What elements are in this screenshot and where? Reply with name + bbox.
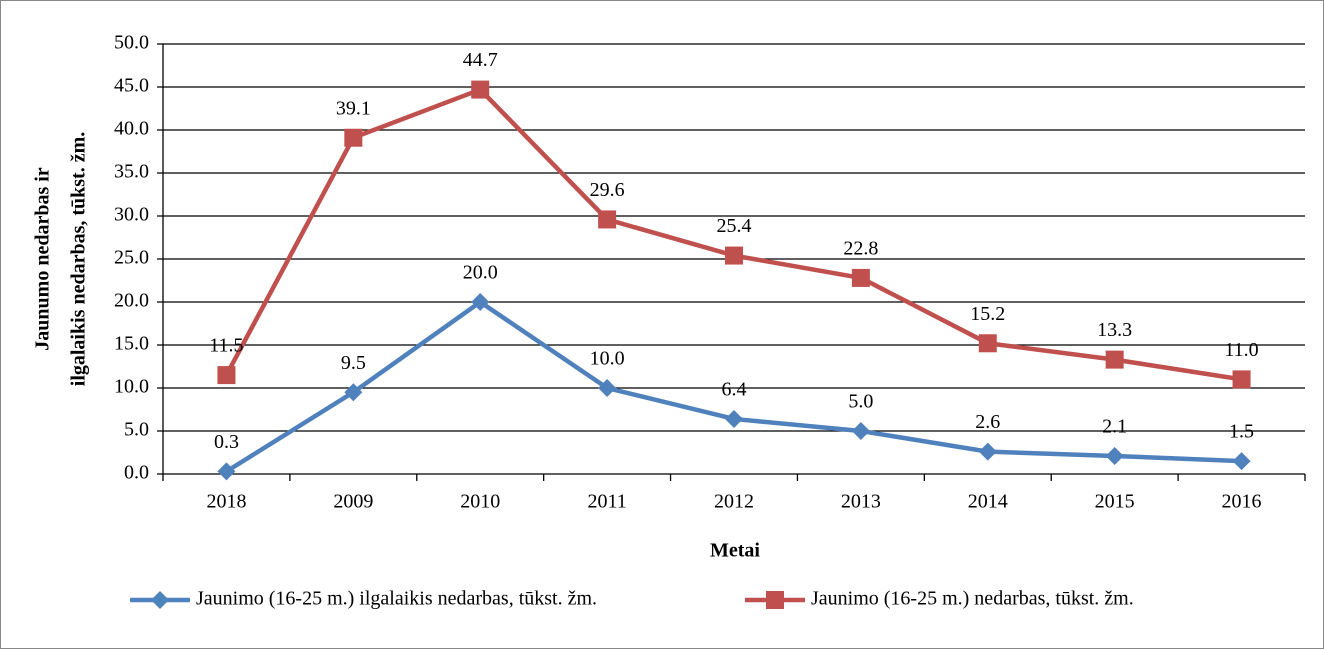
data-label: 11.0 bbox=[1224, 339, 1258, 361]
x-axis-label: Metai bbox=[710, 540, 760, 562]
x-tick-label: 2010 bbox=[460, 491, 500, 513]
marker bbox=[1232, 452, 1251, 471]
marker bbox=[344, 383, 363, 402]
data-label: 25.4 bbox=[717, 215, 752, 237]
data-label: 6.4 bbox=[722, 379, 747, 401]
marker bbox=[851, 268, 870, 287]
data-label: 39.1 bbox=[336, 97, 371, 119]
marker bbox=[217, 462, 236, 481]
y-tick-label: 10.0 bbox=[114, 376, 149, 398]
x-tick-label: 2018 bbox=[206, 491, 246, 513]
marker bbox=[725, 246, 743, 265]
marker bbox=[851, 422, 870, 440]
y-tick-label: 20.0 bbox=[114, 290, 149, 312]
data-label: 2.1 bbox=[1102, 416, 1127, 438]
data-label: 2.6 bbox=[975, 411, 1000, 433]
data-label: 10.0 bbox=[590, 348, 625, 370]
data-label: 13.3 bbox=[1097, 319, 1132, 341]
y-tick-label: 5.0 bbox=[124, 419, 149, 441]
marker bbox=[978, 334, 997, 353]
data-label: 0.3 bbox=[214, 431, 239, 453]
x-tick-label: 2015 bbox=[1095, 491, 1135, 513]
data-label: 5.0 bbox=[848, 391, 873, 413]
marker bbox=[344, 128, 363, 147]
x-tick-label: 2016 bbox=[1222, 491, 1262, 513]
data-label: 29.6 bbox=[590, 179, 625, 201]
x-tick-label: 2011 bbox=[587, 491, 626, 513]
y-axis-label: ilgalaikis nedarbas, tūkst. žm. bbox=[68, 132, 90, 386]
marker bbox=[151, 591, 169, 609]
marker bbox=[598, 210, 617, 229]
x-tick-label: 2009 bbox=[333, 491, 373, 513]
y-tick-label: 45.0 bbox=[114, 75, 149, 97]
data-label: 22.8 bbox=[843, 238, 878, 260]
marker bbox=[1232, 370, 1251, 389]
marker bbox=[1105, 446, 1124, 465]
marker bbox=[725, 409, 743, 428]
y-axis-label: Jaunumo nedarbas ir bbox=[32, 167, 54, 350]
x-tick-label: 2014 bbox=[968, 491, 1008, 513]
x-tick-label: 2013 bbox=[841, 491, 881, 513]
marker bbox=[598, 379, 617, 397]
y-tick-label: 40.0 bbox=[114, 118, 149, 140]
data-label: 11.5 bbox=[209, 335, 243, 357]
data-label: 20.0 bbox=[463, 262, 498, 284]
marker bbox=[1105, 350, 1124, 369]
y-tick-label: 0.0 bbox=[124, 462, 149, 484]
marker bbox=[766, 591, 784, 609]
y-tick-label: 35.0 bbox=[114, 161, 149, 183]
y-tick-label: 15.0 bbox=[114, 333, 149, 355]
y-tick-label: 30.0 bbox=[114, 204, 149, 226]
data-label: 1.5 bbox=[1229, 421, 1254, 443]
marker bbox=[978, 442, 997, 461]
y-tick-label: 50.0 bbox=[114, 32, 149, 54]
legend-label: Jaunimo (16-25 m.) ilgalaikis nedarbas, … bbox=[196, 588, 597, 610]
data-label: 44.7 bbox=[463, 49, 498, 71]
data-label: 15.2 bbox=[970, 303, 1005, 325]
x-tick-label: 2012 bbox=[714, 491, 754, 513]
data-label: 9.5 bbox=[341, 352, 366, 374]
legend-label: Jaunimo (16-25 m.) nedarbas, tūkst. žm. bbox=[811, 588, 1134, 610]
marker bbox=[471, 293, 490, 311]
marker bbox=[471, 80, 490, 99]
y-tick-label: 25.0 bbox=[114, 247, 149, 269]
marker bbox=[217, 366, 236, 385]
